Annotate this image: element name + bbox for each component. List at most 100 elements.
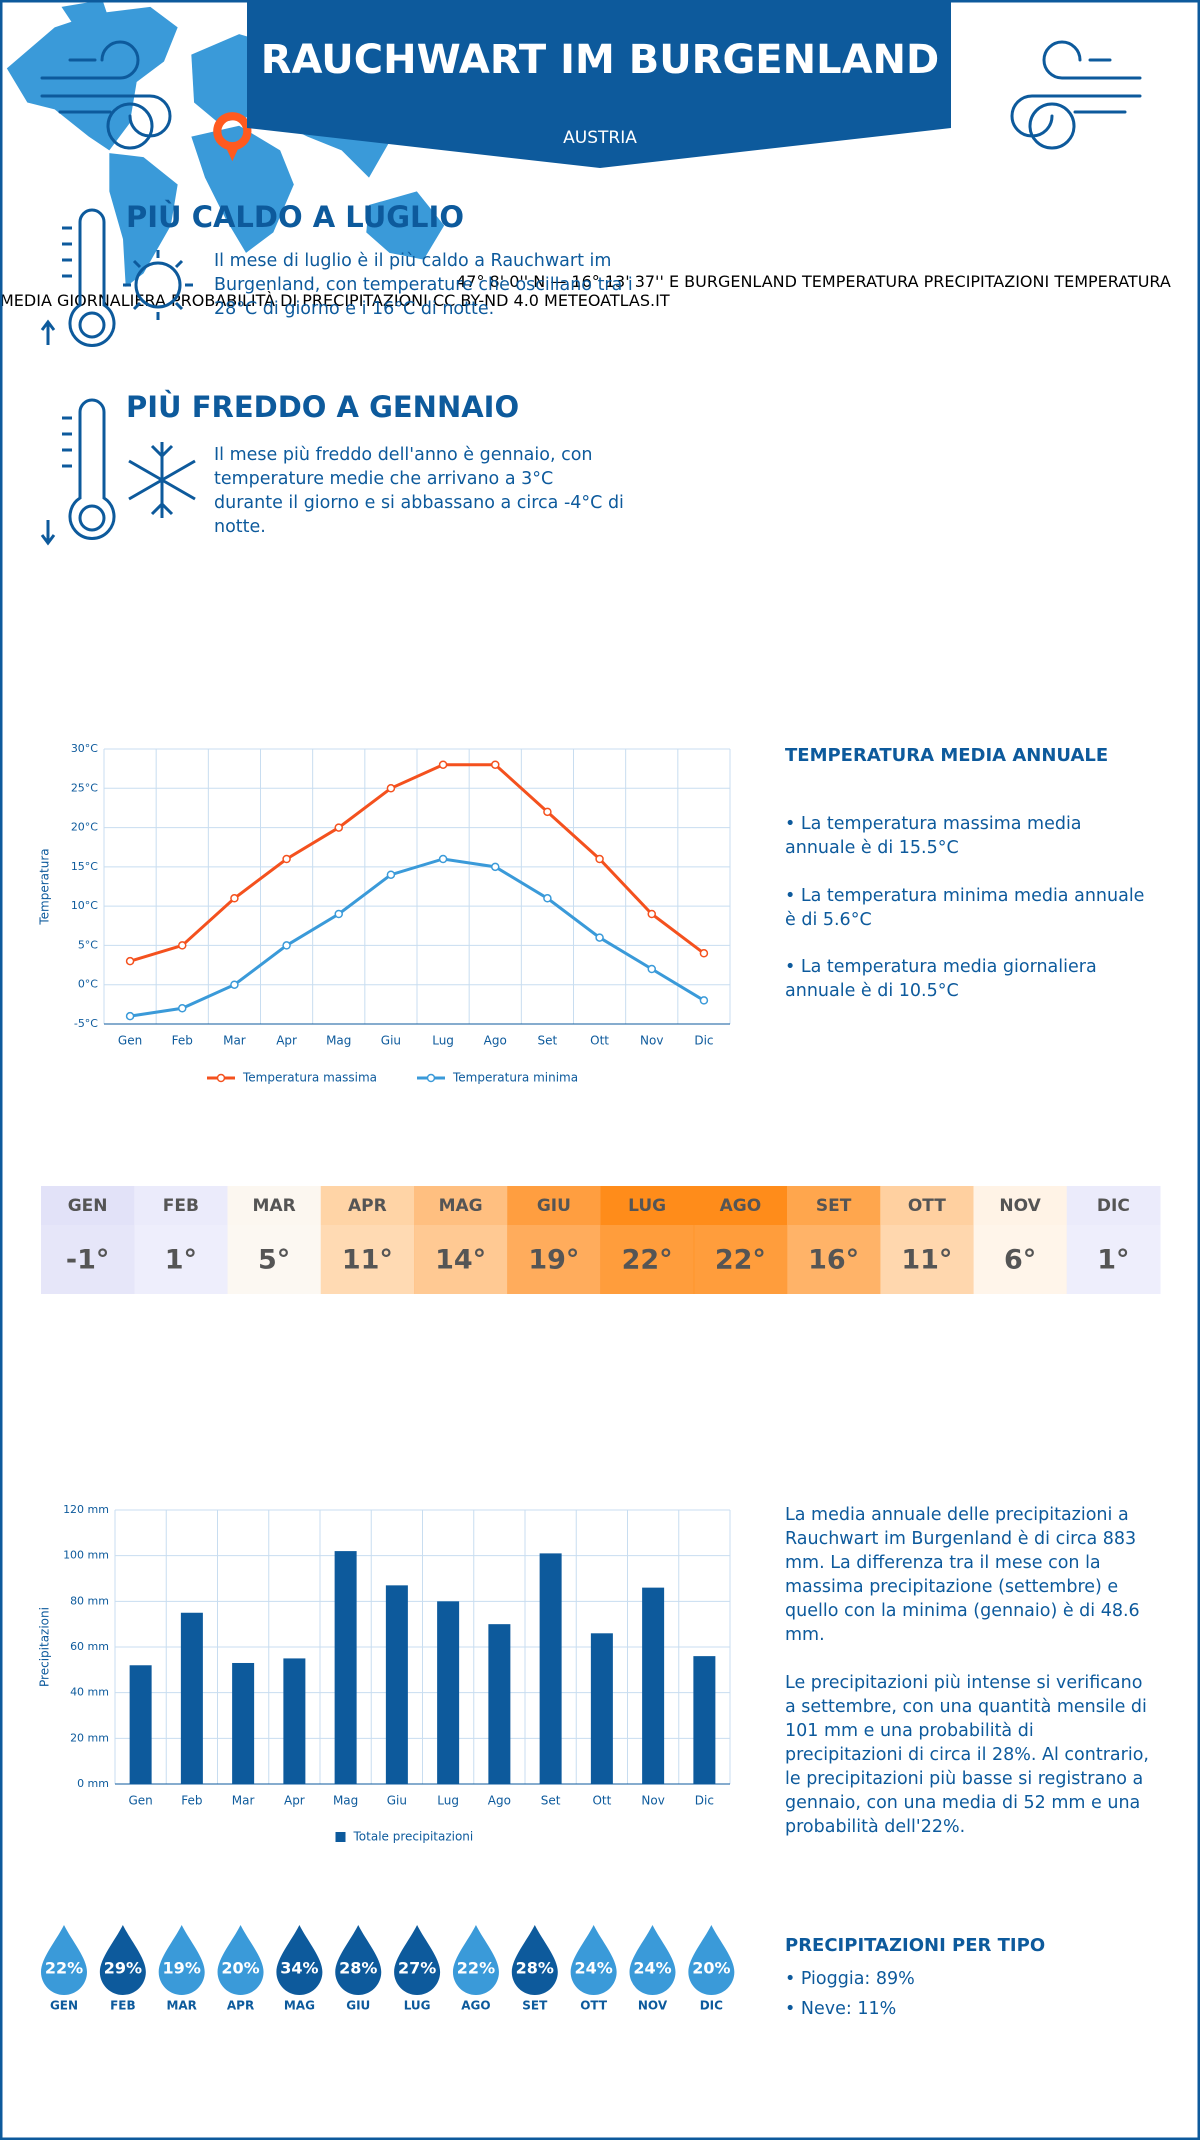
x-tick-label: Lug (437, 1794, 459, 1808)
coordinates: 47° 8' 0'' N — 16° 13' 37'' E (456, 272, 680, 291)
x-tick-label: Gen (128, 1794, 152, 1808)
daily-value-cell (507, 1225, 601, 1294)
y-tick-label: 20 mm (70, 1731, 109, 1744)
drop-month: APR (227, 1999, 254, 2013)
y-tick-label: 5°C (78, 938, 98, 951)
drop-month: NOV (638, 1999, 668, 2013)
wind-icon-right (1010, 40, 1142, 150)
daily-month: FEB (163, 1196, 199, 1216)
point (647, 909, 656, 919)
bar (590, 1633, 613, 1784)
drop (276, 1925, 323, 1996)
point (334, 909, 343, 919)
country: AUSTRIA (563, 128, 637, 148)
bar (539, 1553, 562, 1784)
daily-value: 1° (1097, 1245, 1129, 1276)
line (129, 763, 705, 963)
precipitation-title: PRECIPITAZIONI (923, 272, 1050, 291)
bar (334, 1551, 357, 1784)
daily-value-cell (414, 1225, 508, 1294)
warmest-text: Il mese di luglio è il più caldo a Rauch… (214, 251, 633, 319)
point (230, 894, 239, 903)
x-tick-label: Giu (387, 1794, 407, 1808)
drop-label: 22% (457, 1959, 495, 1978)
drop-month: DIC (700, 1999, 723, 2013)
drop-label: 22% (45, 1959, 83, 1978)
x-tick-label: Nov (640, 1034, 663, 1048)
region: BURGENLAND (684, 272, 797, 291)
point (699, 949, 709, 958)
point (125, 956, 135, 966)
y-tick-label: 100 mm (63, 1549, 109, 1562)
daily-month: SET (816, 1196, 852, 1216)
x-tick-label: Apr (284, 1794, 305, 1808)
by-type-item: • Neve: 11% (785, 1999, 897, 2019)
daily-value-cell (134, 1225, 228, 1294)
daily-month: LUG (628, 1196, 666, 1216)
footer-bar: CC BY-ND 4.0 METEOATLAS.IT PIÙ CALDO A L… (126, 200, 1149, 2019)
daily-value-cell (227, 1225, 322, 1294)
legend-label: Temperatura minima (452, 1071, 578, 1085)
drop-label: 27% (398, 1959, 436, 1978)
annual-note: • La temperatura media giornaliera annua… (785, 957, 1097, 1001)
daily-value-cell (320, 1225, 415, 1294)
daily-header-cell (693, 1186, 788, 1225)
drop-label: 19% (163, 1959, 201, 1978)
license: CC BY-ND 4.0 (432, 291, 539, 310)
daily-header-cell (507, 1186, 601, 1225)
x-tick-label: Mag (333, 1794, 358, 1808)
daily-header-cell (320, 1186, 415, 1225)
daily-value-cell (880, 1225, 974, 1294)
daily-value: 11° (901, 1245, 952, 1276)
y-tick-label: 40 mm (70, 1686, 109, 1699)
title: RAUCHWART IM BURGENLAND (261, 37, 939, 83)
x-tick-label: Set (541, 1794, 561, 1808)
x-tick-label: Feb (172, 1034, 193, 1048)
drop-label: 24% (633, 1959, 671, 1978)
daily-month: MAR (253, 1196, 296, 1216)
annual-note: • La temperatura minima media annuale è … (785, 886, 1145, 930)
y-tick-label: 80 mm (70, 1594, 109, 1607)
drop-month: FEB (110, 1999, 136, 2013)
x-tick-label: Gen (118, 1034, 142, 1048)
daily-value-cell (1066, 1225, 1161, 1294)
temperature-banner: TEMPERATURA PRECIPITAZIONI TEMPERATURA M… (0, 200, 1171, 2019)
precipitation-text: La media annuale delle precipitazioni a … (785, 1505, 1140, 1645)
point (178, 941, 187, 950)
drop (41, 1925, 87, 1995)
y-tick-label: 10°C (71, 899, 98, 912)
y-axis-label: Temperatura (38, 848, 52, 925)
x-tick-label: Lug (432, 1034, 454, 1048)
x-tick-label: Ago (484, 1034, 507, 1048)
bar (693, 1656, 716, 1784)
drop (158, 1925, 205, 1995)
point (438, 854, 448, 864)
point (178, 1004, 187, 1013)
daily-month: OTT (908, 1196, 946, 1216)
drop-month: OTT (580, 1999, 608, 2013)
daily-value: 1° (165, 1245, 197, 1276)
drop (629, 1925, 676, 1996)
daily-value: 11° (342, 1245, 393, 1276)
annual-title: TEMPERATURA MEDIA ANNUALE (785, 745, 1109, 766)
x-tick-label: Dic (694, 1034, 713, 1048)
probability-title: PROBABILITÀ DI PRECIPITAZIONI (170, 291, 428, 310)
y-tick-label: 30°C (71, 742, 98, 755)
wind-icon-left (40, 40, 172, 150)
drop (217, 1925, 264, 1995)
point (595, 933, 604, 942)
point (491, 862, 500, 872)
drop-month: AGO (461, 1999, 490, 2013)
by-type-item: • Pioggia: 89% (785, 1969, 915, 1989)
point (282, 854, 291, 864)
legend-label: Temperatura massima (242, 1071, 377, 1085)
y-tick-label: 15°C (71, 860, 98, 873)
drop-label: 29% (104, 1959, 142, 1978)
annual-note: • La temperatura massima media annuale è… (785, 814, 1082, 858)
drop-label: 20% (692, 1959, 730, 1978)
daily-value: 6° (1004, 1245, 1036, 1276)
probability-header: PROBABILITÀ DI PRECIPITAZIONI CC BY-ND 4… (126, 200, 1149, 2019)
